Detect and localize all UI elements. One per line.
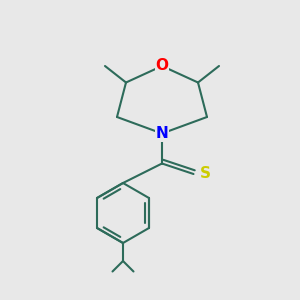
Text: N: N <box>156 126 168 141</box>
Text: S: S <box>200 167 211 182</box>
Text: O: O <box>155 58 169 74</box>
